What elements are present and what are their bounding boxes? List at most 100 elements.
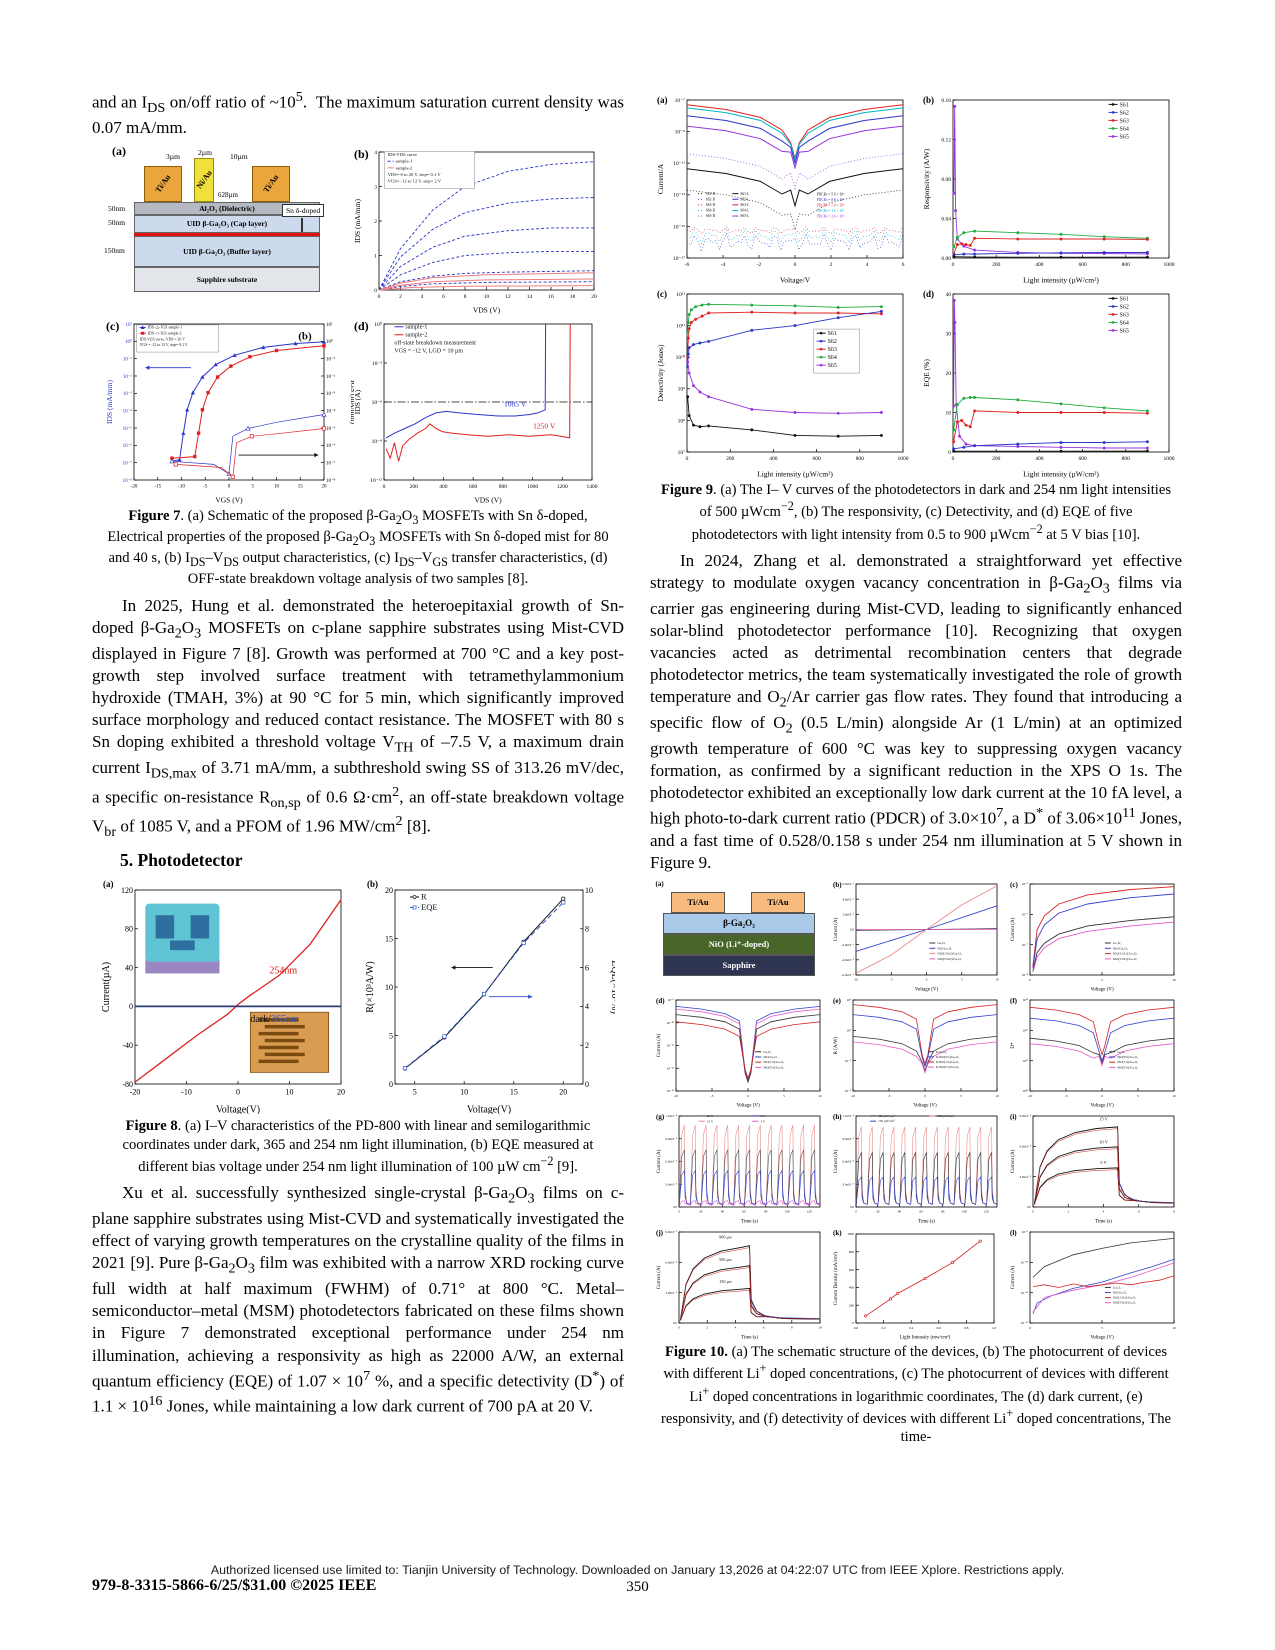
svg-text:PDCRs = 7.4 × 10⁶: PDCRs = 7.4 × 10⁶: [817, 204, 846, 208]
svg-text:3.0x10⁻⁵: 3.0x10⁻⁵: [1019, 1175, 1031, 1179]
figure7-panel-c-chart: -20 -15 -10 -5 0 5 10 15 20 10¹ 10⁰ 10⁻¹ 10⁻² 10⁻³ 10⁻…: [105, 319, 354, 504]
svg-text:0: 0: [686, 456, 689, 462]
svg-text:2: 2: [585, 1041, 589, 1050]
svg-text:5: 5: [960, 1094, 962, 1098]
svg-text:10⁻¹¹: 10⁻¹¹: [666, 1044, 673, 1048]
electrode-1-label: Ti/Au: [687, 897, 709, 908]
svg-text:10⁻³: 10⁻³: [372, 360, 382, 366]
svg-text:200: 200: [992, 262, 1001, 268]
svg-text:10⁻⁸: 10⁻⁸: [1021, 973, 1028, 977]
svg-text:NiO(1%Li)/Ga₂O₃: NiO(1%Li)/Ga₂O₃: [1112, 952, 1137, 956]
svg-text:10⁻³: 10⁻³: [326, 391, 336, 397]
svg-text:10⁰: 10⁰: [326, 339, 333, 345]
figure10-panel-j-chart: 0 2 4 6 8 10 9.0x10⁻⁵ 6.0x10⁻⁵ 3.0x10⁻⁵ 0.0 Time (…: [656, 1229, 822, 1340]
svg-text:Voltage (V): Voltage (V): [1090, 1103, 1114, 1108]
svg-text:15 V: 15 V: [1099, 1117, 1109, 1122]
svg-text:0.12: 0.12: [941, 137, 951, 143]
svg-text:10⁻⁵: 10⁻⁵: [1021, 882, 1028, 886]
svg-text:(a): (a): [103, 879, 114, 889]
svg-text:2.0x10⁻⁶: 2.0x10⁻⁶: [842, 912, 854, 916]
svg-text:NiO(5%)/Ga₂O₃: NiO(5%)/Ga₂O₃: [1117, 1065, 1138, 1069]
svg-text:3.0x10⁻⁵: 3.0x10⁻⁵: [842, 1182, 854, 1186]
source-label: Ti/Au: [153, 172, 173, 195]
svg-text:R-Ga₂O₃: R-Ga₂O₃: [935, 1050, 946, 1054]
svg-text:PDCRs = 2.6 × 10⁶: PDCRs = 2.6 × 10⁶: [817, 215, 846, 219]
svg-text:(h): (h): [833, 1113, 842, 1121]
svg-text:Time (s): Time (s): [741, 1335, 758, 1340]
svg-text:5: 5: [960, 978, 962, 982]
svg-text:14: 14: [527, 294, 533, 300]
svg-text:2: 2: [706, 1326, 708, 1330]
svg-text:5 V: 5 V: [1100, 1160, 1107, 1165]
svg-text:-5: -5: [203, 484, 208, 489]
svg-text:10¹: 10¹: [126, 321, 133, 327]
svg-text:Light intensity (µW/cm²): Light intensity (µW/cm²): [757, 470, 833, 479]
svg-text:20: 20: [876, 1210, 880, 1214]
svg-text:900 µw: 900 µw: [719, 1234, 732, 1239]
svg-text:900 µW/cm²: 900 µW/cm²: [937, 1114, 954, 1118]
svg-text:5: 5: [252, 484, 255, 489]
svg-text:0.8: 0.8: [964, 1326, 969, 1330]
svg-text:10⁻¹⁰: 10⁻¹⁰: [666, 1021, 674, 1025]
svg-text:2: 2: [830, 262, 833, 268]
svg-text:0: 0: [952, 456, 955, 462]
svg-text:0: 0: [678, 1326, 680, 1330]
svg-text:100: 100: [785, 1210, 790, 1214]
figure7-panel-a-schematic: (a) 3µm 2µm 10µm Ti/Au Ni/Au Ti/Au 628µm…: [104, 144, 344, 314]
svg-text:-10: -10: [1027, 1094, 1032, 1098]
svg-text:Ga₂O₃: Ga₂O₃: [1112, 941, 1121, 945]
svg-text:6.0x10⁻⁵: 6.0x10⁻⁵: [842, 1160, 854, 1164]
svg-text:-6: -6: [685, 262, 690, 268]
svg-text:200: 200: [410, 484, 419, 490]
svg-text:(k): (k): [833, 1229, 842, 1237]
svg-text:IDS -△- IGS sample-1: IDS -△- IGS sample-1: [148, 325, 183, 329]
svg-text:D*: D*: [1011, 1042, 1016, 1049]
svg-text:Ga₂O₃: Ga₂O₃: [1112, 1285, 1120, 1289]
svg-text:10³: 10³: [846, 998, 850, 1002]
svg-text:40: 40: [125, 964, 133, 973]
svg-text:100: 100: [962, 1210, 967, 1214]
svg-text:10 V: 10 V: [706, 1114, 713, 1118]
svg-text:IDS (A): IDS (A): [353, 389, 362, 414]
svg-text:365nm: 365nm: [271, 1014, 299, 1025]
svg-text:(j): (j): [656, 1229, 664, 1237]
svg-text:80: 80: [125, 925, 133, 934]
svg-text:Voltage (V): Voltage (V): [914, 987, 938, 992]
svg-text:10⁻¹²: 10⁻¹²: [666, 1066, 673, 1070]
svg-text:8: 8: [585, 925, 589, 934]
svg-text:S63: S63: [1120, 312, 1129, 318]
svg-text:(b): (b): [354, 147, 369, 161]
svg-text:0.2: 0.2: [881, 1326, 886, 1330]
sapphire-layer: Sapphire: [663, 954, 815, 976]
two-column-layout: and an IDS on/off ratio of ~105. The max…: [92, 89, 1182, 1445]
svg-text:15: 15: [385, 935, 393, 944]
svg-text:-10: -10: [181, 1088, 192, 1097]
svg-text:10⁻¹²: 10⁻¹²: [370, 477, 382, 483]
svg-text:600: 600: [469, 484, 478, 490]
svg-text:(c): (c): [1010, 881, 1018, 889]
svg-text:800: 800: [856, 456, 865, 462]
svg-text:(c): (c): [106, 319, 119, 333]
svg-text:10: 10: [946, 410, 952, 416]
svg-text:1000: 1000: [898, 456, 909, 462]
svg-text:0: 0: [383, 484, 386, 490]
svg-text:10: 10: [818, 1326, 822, 1330]
electrode-1: Ti/Au: [671, 891, 725, 913]
svg-text:4: 4: [374, 149, 377, 155]
svg-text:-5: -5: [710, 1094, 713, 1098]
svg-text:-5: -5: [1064, 1094, 1067, 1098]
figure10-panel-i-chart: 0 2 4 6 8 9.0x10⁻⁵ 6.0x10⁻⁵ 3.0x10⁻⁵ 0.0 Time (s)…: [1010, 1113, 1175, 1224]
figure8-panel-b-chart: 5 10 15 20201510501086420Voltage(V)R(×10³A/…: [365, 879, 615, 1114]
svg-text:10⁻⁷: 10⁻⁷: [326, 460, 336, 466]
svg-text:S65-L: S65-L: [740, 214, 749, 218]
figure9-panel-a-chart: -6 -4 -2 0 2 4 6 10⁻⁷ 10⁻⁹ 10⁻¹¹ 10⁻¹³ 10⁻¹⁵ 10⁻¹⁷ Vo…: [656, 95, 905, 284]
svg-text:120: 120: [121, 886, 133, 895]
svg-text:EQE: EQE: [421, 903, 438, 913]
svg-text:6: 6: [585, 964, 589, 973]
svg-text:400: 400: [439, 484, 448, 490]
svg-text:10: 10: [1172, 978, 1176, 982]
svg-text:5: 5: [413, 1088, 417, 1097]
svg-text:Light Intensity (mw/cm²): Light Intensity (mw/cm²): [899, 1334, 950, 1340]
svg-text:VDS (V): VDS (V): [474, 495, 502, 504]
